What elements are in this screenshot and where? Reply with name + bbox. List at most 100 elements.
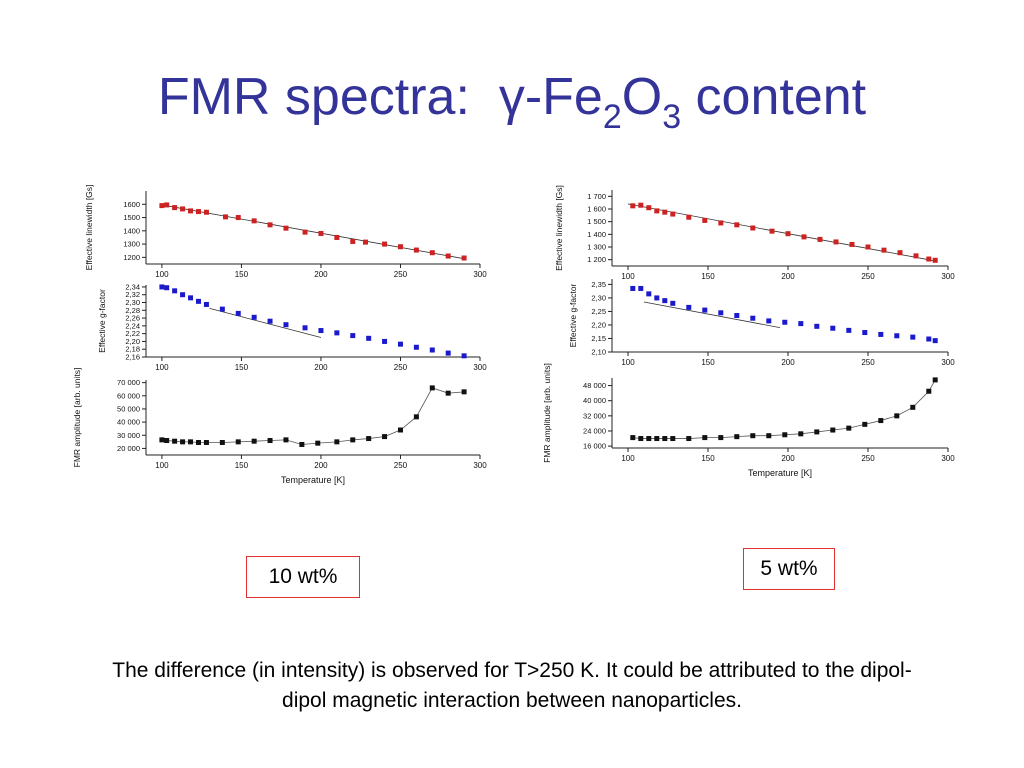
chart-6-y-tick-label: 24 000 (583, 426, 606, 435)
chart-2-x-tick-label: 250 (394, 363, 408, 372)
chart-3-data-point (350, 437, 356, 443)
chart-5-data-point (734, 313, 740, 318)
chart-4-x-tick-label: 150 (701, 272, 715, 281)
chart-1-data-point (334, 234, 340, 240)
chart-1-data-point (350, 238, 356, 244)
chart-2-x-tick-label: 150 (235, 363, 249, 372)
chart-2-y-axis-label: Effective g-factor (97, 289, 107, 353)
chart-4-data-point (734, 222, 740, 228)
chart-2-x-tick-label: 200 (314, 363, 328, 372)
chart-6-data-point (750, 433, 756, 439)
chart-4-data-point (646, 205, 652, 211)
chart-2-data-point (251, 314, 257, 320)
chart-4-data-point (702, 217, 708, 223)
chart-4-x-tick-label: 300 (941, 272, 955, 281)
chart-6-data-point (798, 431, 804, 437)
chart-6-data-point (910, 404, 916, 410)
chart-5-data-point (862, 330, 868, 336)
chart-2-data-point (195, 298, 201, 304)
caption-line-2: dipol magnetic interaction between nanop… (282, 689, 742, 712)
chart-5-data-point (798, 321, 804, 327)
chart-1-data-point (382, 241, 388, 247)
chart-3-data-point (445, 390, 451, 396)
chart-6-x-tick-label: 200 (781, 454, 795, 463)
chart-2-data-point (318, 328, 324, 334)
chart-5-y-tick-label: 2,15 (591, 334, 606, 343)
chart-3-x-tick-label: 200 (314, 461, 328, 470)
chart-6-data-point (654, 436, 660, 442)
chart-4-x-tick-label: 100 (621, 272, 635, 281)
chart-2-y-tick-label: 2,34 (125, 282, 140, 291)
chart-4-data-point (750, 225, 756, 231)
chart-2-data-point (164, 285, 170, 291)
chart-4-data-point (913, 253, 919, 259)
chart-6-data-point (878, 418, 884, 424)
chart-1-data-point (159, 203, 165, 209)
chart-2-y-tick-label: 2,16 (125, 353, 140, 362)
chart-1-data-point (223, 214, 229, 220)
chart-4-data-point (785, 231, 791, 237)
chart-5-y-tick-label: 2,10 (591, 348, 606, 357)
chart-1-data-point (180, 206, 186, 212)
chart-6-data-point (926, 388, 932, 394)
chart-5-data-point (814, 323, 820, 329)
chart-6-data-point (862, 421, 868, 427)
chart-1-data-point (461, 255, 467, 261)
chart-5-y-axis-label: Effective g-factor (568, 284, 578, 348)
chart-6-data-point (932, 377, 938, 383)
chart-3-data-point (164, 438, 170, 444)
chart-5-data-point (718, 310, 724, 316)
chart-6-data-point (894, 413, 900, 419)
chart-5-y-tick-label: 2,20 (591, 320, 606, 329)
chart-2-data-point (180, 292, 186, 298)
chart-4-y-tick-label: 1 500 (587, 217, 606, 226)
chart-1-y-tick-label: 1400 (123, 226, 140, 235)
chart-5-data-point (638, 285, 644, 291)
chart-3-data-point (251, 438, 257, 444)
chart-3-data-point (172, 438, 178, 444)
chart-4-x-tick-label: 200 (781, 272, 795, 281)
chart-1-data-point (318, 230, 324, 236)
chart-2-y-tick-label: 2,24 (125, 321, 140, 330)
chart-4-y-tick-label: 1 600 (587, 205, 606, 214)
chart-5-x-tick-label: 150 (701, 358, 715, 367)
chart-4-data-point (654, 208, 660, 214)
chart-5-data-point (878, 331, 884, 337)
chart-5-data-point (646, 291, 652, 297)
chart-6-series-line (632, 379, 936, 439)
chart-5-data-point (670, 300, 676, 306)
chart-1-x-tick-label: 250 (394, 270, 408, 279)
chart-2-data-point (445, 350, 451, 356)
chart-4-data-point (833, 239, 839, 245)
chart-3-y-tick-label: 30 000 (117, 431, 140, 440)
chart-3-data-point (334, 439, 340, 445)
chart-4-data-point (630, 203, 636, 209)
chart-1-data-point (445, 253, 451, 259)
chart-4-data-point (638, 202, 644, 208)
formula-part-a: γ-Fe (498, 68, 603, 126)
chart-5-data-point (830, 325, 836, 331)
chart-4-data-point (897, 250, 903, 256)
chart-6-data-point (630, 435, 636, 441)
chart-4-y-tick-label: 1 300 (587, 243, 606, 252)
chart-2-y-tick-label: 2,30 (125, 298, 140, 307)
title-main: FMR spectra: (157, 68, 470, 126)
chart-2-data-point (413, 344, 419, 350)
chart-4-y-tick-label: 1 200 (587, 255, 606, 264)
chart-2-data-point (235, 310, 241, 316)
chart-1-y-tick-label: 1500 (123, 213, 140, 222)
chart-6-y-tick-label: 48 000 (583, 381, 606, 390)
chart-6-x-tick-label: 300 (941, 454, 955, 463)
chart-2-data-point (172, 288, 178, 294)
chart-4-data-point (662, 209, 668, 215)
chart-6-y-tick-label: 16 000 (583, 442, 606, 451)
chart-2-y-tick-label: 2,18 (125, 345, 140, 354)
chart-6-data-point (734, 434, 740, 440)
label-5wt: 5 wt% (743, 548, 835, 590)
chart-4-data-point (817, 236, 823, 242)
chart-6-data-point (646, 436, 652, 442)
chart-6-y-tick-label: 40 000 (583, 396, 606, 405)
chart-2-fit-line (209, 307, 322, 338)
chart-3-y-tick-label: 40 000 (117, 418, 140, 427)
